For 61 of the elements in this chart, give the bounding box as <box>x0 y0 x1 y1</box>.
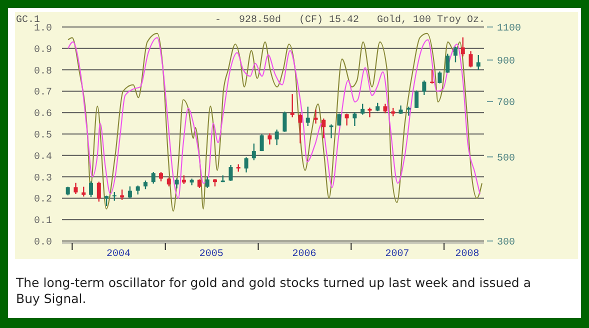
candlestick <box>96 181 101 202</box>
candlestick <box>260 134 264 152</box>
y-tick-label: 0.3 <box>34 173 52 184</box>
candlestick <box>468 50 473 68</box>
chart-subtitle: - 928.50d (CF) 15.42 Gold, 100 Troy Oz. <box>215 14 486 26</box>
text: The long-term oscillator for gold and gold stocks turned up last week and issued a Buy Signal. <box>15 275 531 306</box>
candlestick <box>352 112 357 127</box>
candlestick <box>274 129 279 146</box>
candlestick <box>453 46 458 63</box>
candlestick <box>430 69 434 84</box>
y-tick-label: 0.6 <box>34 109 52 120</box>
candlestick <box>290 93 294 118</box>
candlestick <box>244 156 248 173</box>
y2-tick-label: 900 <box>497 56 516 68</box>
candlestick <box>104 195 109 207</box>
candlestick <box>205 176 210 189</box>
candlestick <box>422 80 426 96</box>
candlestick <box>74 182 78 195</box>
candlestick <box>174 178 179 189</box>
candlestick <box>383 103 388 114</box>
candlestick <box>360 103 365 116</box>
candlestick <box>460 36 465 58</box>
y-tick-label: 0.5 <box>34 130 52 142</box>
candlestick <box>446 53 450 74</box>
y2-tick-label: 700 <box>497 98 516 109</box>
x-tick-label: 2005 <box>199 249 224 260</box>
x-tick-label: 2006 <box>292 249 316 260</box>
candlestick <box>151 171 156 184</box>
candlestick <box>298 112 302 144</box>
candlestick <box>89 180 94 198</box>
candlestick <box>82 186 86 198</box>
y-tick-label: 0.1 <box>34 216 52 228</box>
candlestick <box>329 124 334 139</box>
candlestick <box>306 106 310 127</box>
y-tick-label: 0.7 <box>34 88 52 99</box>
candlestick <box>128 186 132 200</box>
candlestick <box>120 188 124 201</box>
candlestick <box>438 70 442 84</box>
y2-tick-label: 300 <box>497 238 516 248</box>
candlestick <box>268 132 272 146</box>
y2-tick-label: 1100 <box>497 24 522 34</box>
candlestick <box>282 111 287 132</box>
y-tick-label: 0.8 <box>34 66 52 78</box>
candlestick <box>322 118 326 139</box>
candlestick <box>337 113 342 126</box>
candlestick <box>314 109 318 124</box>
candlestick <box>159 171 164 182</box>
x-tick-label: 2007 <box>385 249 410 260</box>
candlestick <box>344 113 349 126</box>
y-tick-label: 0.4 <box>34 152 52 163</box>
y-tick-label: 0.9 <box>34 44 52 56</box>
candlestick <box>476 54 480 70</box>
candlestick <box>228 164 233 182</box>
y2-tick-label: 500 <box>497 153 516 164</box>
y-tick-label: 0.0 <box>34 238 52 248</box>
candlestick <box>252 142 256 161</box>
candlestick <box>414 90 419 109</box>
y-tick-label: 0.2 <box>34 194 52 206</box>
x-tick-label: 2008 <box>455 249 480 260</box>
x-tick-label: 2004 <box>106 249 131 260</box>
y-tick-label: 1.0 <box>34 24 52 34</box>
